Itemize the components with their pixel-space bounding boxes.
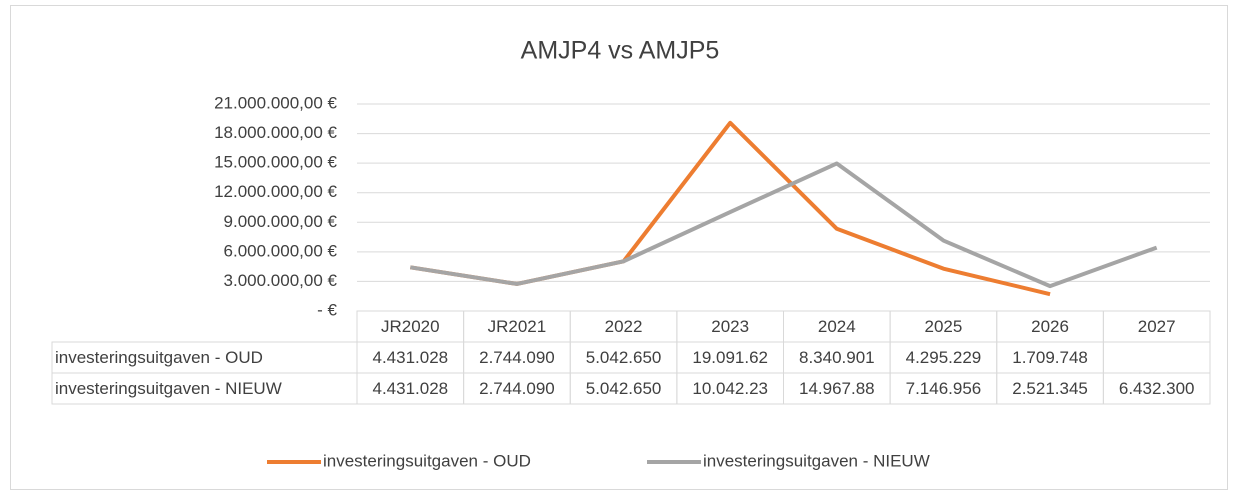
chart-title: AMJP4 vs AMJP5 <box>521 37 720 65</box>
table-value: 2.521.345 <box>1012 379 1088 398</box>
y-tick-label: 9.000.000,00 € <box>224 212 338 231</box>
table-value: 19.091.62 <box>692 348 768 367</box>
y-tick-label: 3.000.000,00 € <box>224 271 338 290</box>
series-line <box>410 161 1158 289</box>
x-tick-label: 2023 <box>711 317 749 336</box>
x-tick-label: JR2021 <box>488 317 547 336</box>
legend-label: investeringsuitgaven - NIEUW <box>703 451 930 470</box>
table-value: 14.967.88 <box>799 379 875 398</box>
table-value: 5.042.650 <box>586 348 662 367</box>
table-value: 5.042.650 <box>586 379 662 398</box>
table-value: 4.295.229 <box>906 348 982 367</box>
y-tick-label: - € <box>317 300 337 319</box>
x-tick-label: 2025 <box>925 317 963 336</box>
table-value: 1.709.748 <box>1012 348 1088 367</box>
y-tick-label: 12.000.000,00 € <box>214 182 337 201</box>
table-row-label: investeringsuitgaven - OUD <box>55 348 263 367</box>
table-value: 6.432.300 <box>1119 379 1195 398</box>
table-cell <box>51 372 358 405</box>
y-tick-label: 15.000.000,00 € <box>214 153 337 172</box>
x-tick-label: 2026 <box>1031 317 1069 336</box>
table-value: 10.042.23 <box>692 379 768 398</box>
chart-border <box>10 5 1228 490</box>
x-tick-label: 2024 <box>818 317 856 336</box>
table-value: 2.744.090 <box>479 348 555 367</box>
y-tick-label: 6.000.000,00 € <box>224 241 338 260</box>
x-tick-label: 2027 <box>1138 317 1176 336</box>
table-value: 8.340.901 <box>799 348 875 367</box>
y-tick-label: 21.000.000,00 € <box>214 93 337 112</box>
table-cell <box>1102 372 1211 405</box>
table-row-label: investeringsuitgaven - NIEUW <box>55 379 282 398</box>
x-tick-label: 2022 <box>605 317 643 336</box>
x-tick-label: JR2020 <box>381 317 440 336</box>
table-value: 7.146.956 <box>906 379 982 398</box>
table-value: 4.431.028 <box>372 379 448 398</box>
y-tick-label: 18.000.000,00 € <box>214 123 337 142</box>
legend-label: investeringsuitgaven - OUD <box>323 451 531 470</box>
table-value: 4.431.028 <box>372 348 448 367</box>
table-value: 2.744.090 <box>479 379 555 398</box>
